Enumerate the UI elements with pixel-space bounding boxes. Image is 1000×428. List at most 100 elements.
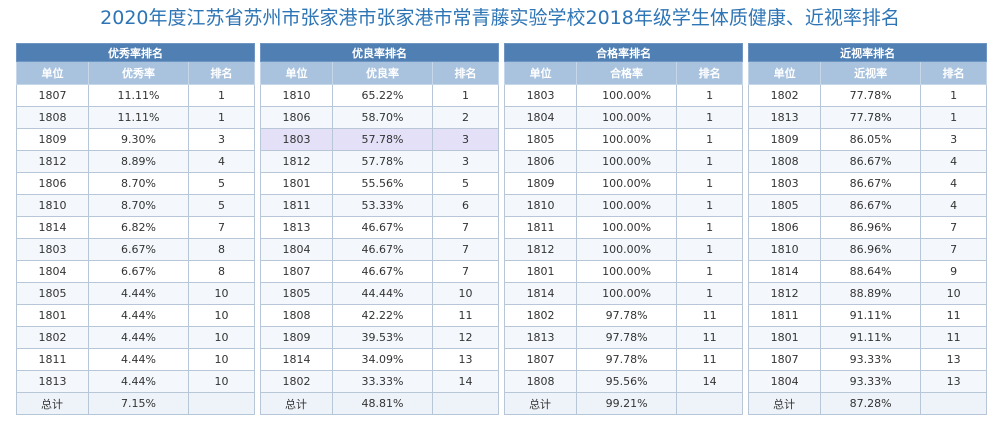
table-row[interactable]: 1805 44.44% 10 — [260, 282, 500, 305]
table-row[interactable]: 1809 39.53% 12 — [260, 326, 500, 349]
rate-cell: 57.78% — [332, 150, 434, 173]
rate-cell: 8.89% — [88, 150, 189, 173]
table-row[interactable]: 1809 9.30% 3 — [16, 128, 256, 151]
table-row[interactable]: 1806 58.70% 2 — [260, 106, 500, 129]
rank-cell: 7 — [920, 238, 988, 261]
rank-cell: 1 — [676, 150, 744, 173]
table-row[interactable]: 1811 53.33% 6 — [260, 194, 500, 217]
table-row[interactable]: 1812 88.89% 10 — [748, 282, 988, 305]
table-row[interactable]: 1804 93.33% 13 — [748, 370, 988, 393]
table-row[interactable]: 1808 42.22% 11 — [260, 304, 500, 327]
table-row[interactable]: 1804 100.00% 1 — [504, 106, 744, 129]
unit-cell: 1808 — [260, 304, 334, 327]
table-row[interactable]: 1812 8.89% 4 — [16, 150, 256, 173]
rate-cell: 46.67% — [332, 238, 434, 261]
unit-cell: 1811 — [504, 216, 578, 239]
table-row[interactable]: 1802 4.44% 10 — [16, 326, 256, 349]
table-row[interactable]: 1812 100.00% 1 — [504, 238, 744, 261]
table-row[interactable]: 1814 88.64% 9 — [748, 260, 988, 283]
table-row[interactable]: 1809 86.05% 3 — [748, 128, 988, 151]
table-row[interactable]: 1801 55.56% 5 — [260, 172, 500, 195]
rank-cell: 12 — [432, 326, 500, 349]
table-row[interactable]: 1810 100.00% 1 — [504, 194, 744, 217]
table-row[interactable]: 1810 65.22% 1 — [260, 84, 500, 107]
total-row[interactable]: 总计 87.28% — [748, 392, 988, 415]
table-row[interactable]: 1807 11.11% 1 — [16, 84, 256, 107]
table-row[interactable]: 1811 4.44% 10 — [16, 348, 256, 371]
table-row[interactable]: 1805 100.00% 1 — [504, 128, 744, 151]
table-row[interactable]: 1802 97.78% 11 — [504, 304, 744, 327]
table-row[interactable]: 1813 46.67% 7 — [260, 216, 500, 239]
column-header[interactable]: 单位 — [16, 61, 89, 85]
table-row[interactable]: 1806 86.96% 7 — [748, 216, 988, 239]
table-row[interactable]: 1803 100.00% 1 — [504, 84, 744, 107]
table-row[interactable]: 1804 46.67% 7 — [260, 238, 500, 261]
table-row[interactable]: 1814 100.00% 1 — [504, 282, 744, 305]
table-row[interactable]: 1807 97.78% 11 — [504, 348, 744, 371]
total-row[interactable]: 总计 7.15% — [16, 392, 256, 415]
table-row[interactable]: 1806 100.00% 1 — [504, 150, 744, 173]
table-row[interactable]: 1804 6.67% 8 — [16, 260, 256, 283]
total-rate: 7.15% — [88, 392, 189, 415]
column-header[interactable]: 合格率 — [576, 61, 678, 85]
column-header[interactable]: 单位 — [748, 61, 822, 85]
unit-cell: 1802 — [748, 84, 822, 107]
total-row[interactable]: 总计 48.81% — [260, 392, 500, 415]
table-row[interactable]: 1801 91.11% 11 — [748, 326, 988, 349]
table-row[interactable]: 1813 97.78% 11 — [504, 326, 744, 349]
table-row[interactable]: 1802 33.33% 14 — [260, 370, 500, 393]
unit-cell: 1809 — [504, 172, 578, 195]
table-row[interactable]: 1808 95.56% 14 — [504, 370, 744, 393]
rate-cell: 11.11% — [88, 106, 189, 129]
column-header[interactable]: 单位 — [504, 61, 578, 85]
table-row[interactable]: 1810 86.96% 7 — [748, 238, 988, 261]
column-header[interactable]: 近视率 — [820, 61, 922, 85]
table-row[interactable]: 1805 86.67% 4 — [748, 194, 988, 217]
table-row[interactable]: 1801 100.00% 1 — [504, 260, 744, 283]
table-row[interactable]: 1814 34.09% 13 — [260, 348, 500, 371]
table-row[interactable]: 1801 4.44% 10 — [16, 304, 256, 327]
table-row[interactable]: 1807 46.67% 7 — [260, 260, 500, 283]
rate-cell: 9.30% — [88, 128, 189, 151]
table-row[interactable]: 1811 91.11% 11 — [748, 304, 988, 327]
column-header[interactable]: 排名 — [187, 61, 256, 85]
rank-cell: 14 — [676, 370, 744, 393]
column-header[interactable]: 排名 — [432, 61, 500, 85]
table-row[interactable]: 1806 8.70% 5 — [16, 172, 256, 195]
table-row[interactable]: 1813 77.78% 1 — [748, 106, 988, 129]
unit-cell: 1806 — [260, 106, 334, 129]
rank-cell: 1 — [920, 84, 988, 107]
table-row[interactable]: 1803 86.67% 4 — [748, 172, 988, 195]
table-row[interactable]: 1808 86.67% 4 — [748, 150, 988, 173]
rate-cell: 44.44% — [332, 282, 434, 305]
rank-cell: 3 — [432, 128, 500, 151]
rate-cell: 46.67% — [332, 216, 434, 239]
total-row[interactable]: 总计 99.21% — [504, 392, 744, 415]
column-header[interactable]: 排名 — [676, 61, 744, 85]
unit-cell: 1806 — [504, 150, 578, 173]
column-header[interactable]: 排名 — [920, 61, 988, 85]
table-row[interactable]: 1811 100.00% 1 — [504, 216, 744, 239]
rate-cell: 100.00% — [576, 150, 678, 173]
rate-cell: 53.33% — [332, 194, 434, 217]
table-row[interactable]: 1810 8.70% 5 — [16, 194, 256, 217]
table-row[interactable]: 1814 6.82% 7 — [16, 216, 256, 239]
rate-cell: 95.56% — [576, 370, 678, 393]
unit-cell: 1810 — [504, 194, 578, 217]
table-row[interactable]: 1809 100.00% 1 — [504, 172, 744, 195]
table-row[interactable]: 1803 6.67% 8 — [16, 238, 256, 261]
table-row[interactable]: 1812 57.78% 3 — [260, 150, 500, 173]
column-header[interactable]: 优秀率 — [88, 61, 189, 85]
column-header[interactable]: 单位 — [260, 61, 334, 85]
table-row[interactable]: 1813 4.44% 10 — [16, 370, 256, 393]
table-row[interactable]: 1807 93.33% 13 — [748, 348, 988, 371]
rank-cell: 1 — [187, 106, 256, 129]
table-row[interactable]: 1802 77.78% 1 — [748, 84, 988, 107]
table-row[interactable]: 1805 4.44% 10 — [16, 282, 256, 305]
total-label: 总计 — [260, 392, 334, 415]
rank-cell: 1 — [676, 172, 744, 195]
table-row[interactable]: 1803 57.78% 3 — [260, 128, 500, 151]
column-header[interactable]: 优良率 — [332, 61, 434, 85]
rank-cell: 7 — [920, 216, 988, 239]
table-row[interactable]: 1808 11.11% 1 — [16, 106, 256, 129]
